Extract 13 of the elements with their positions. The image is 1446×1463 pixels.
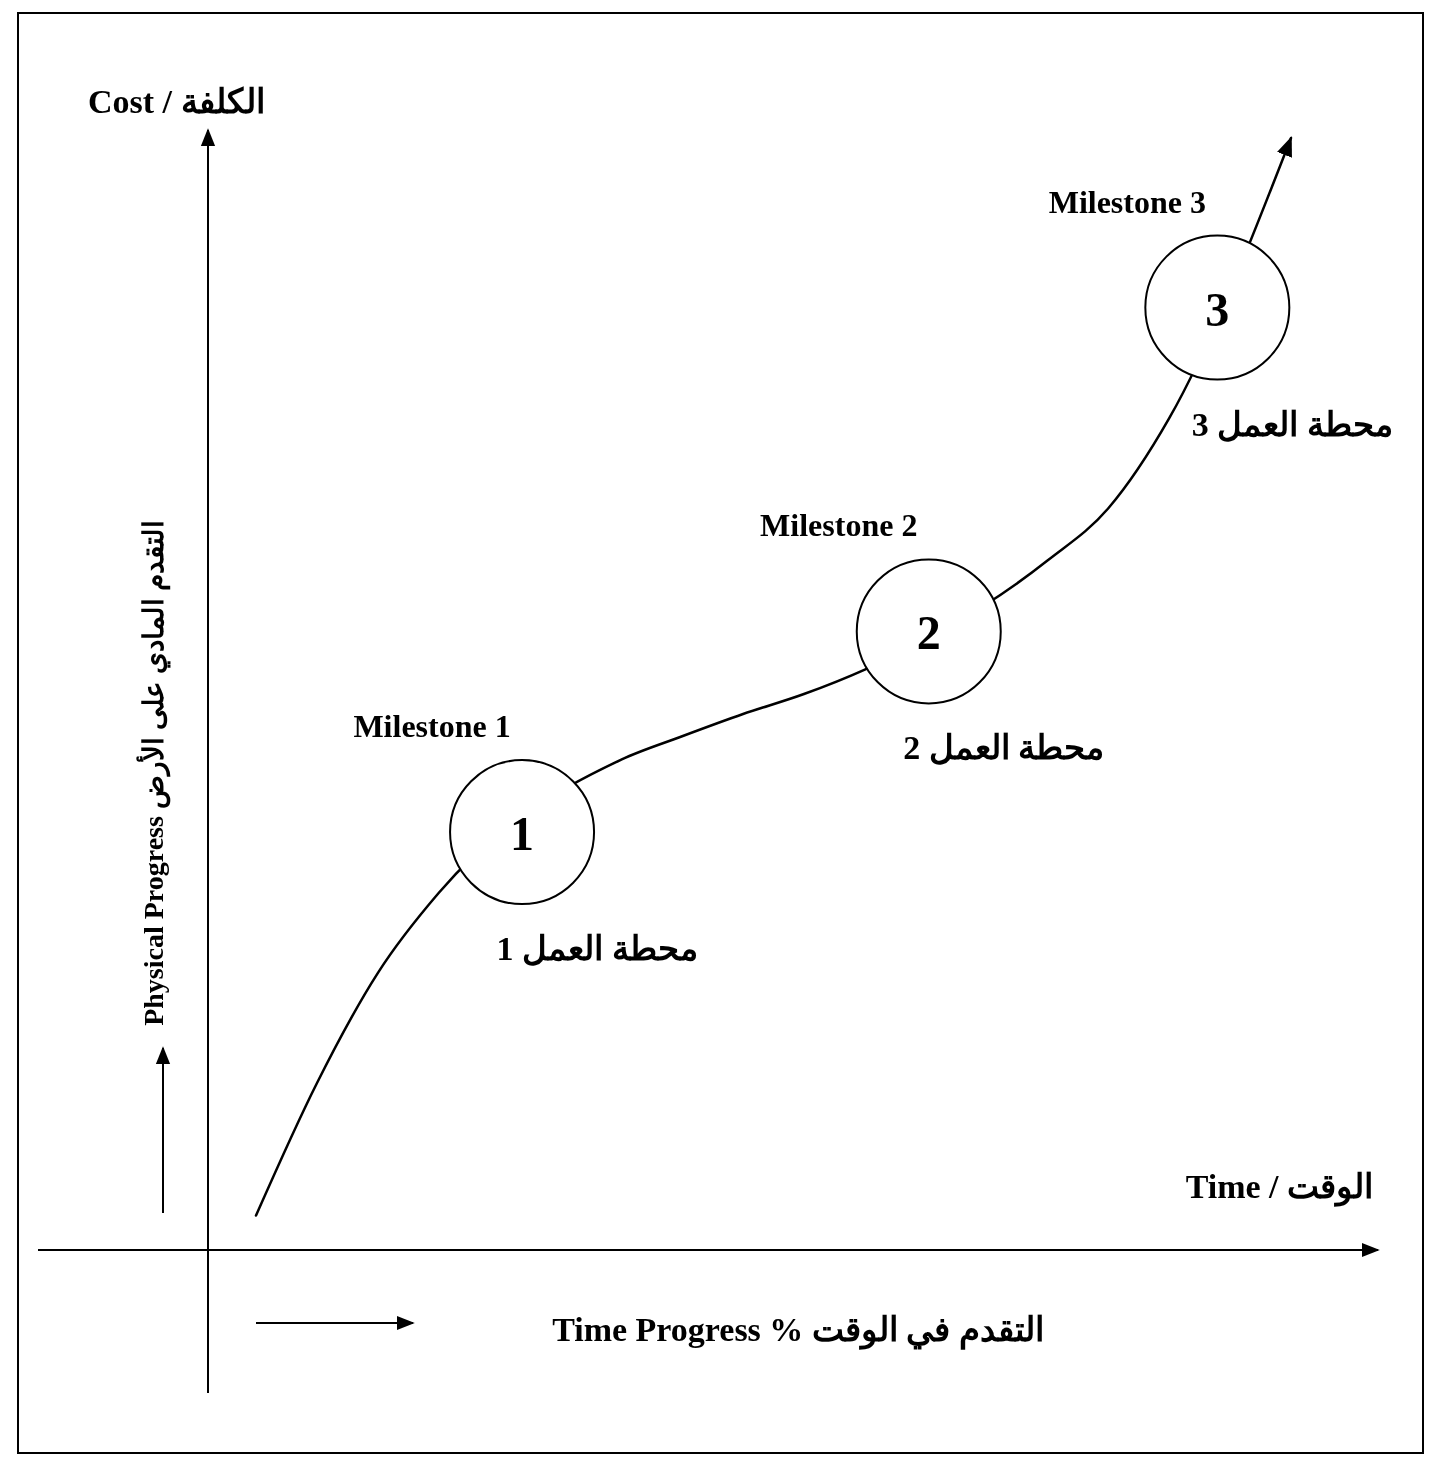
text: Physical Progress التقدم المادي على الأرض <box>136 520 171 1026</box>
y-axis-title: Cost / الكلفة <box>88 83 265 120</box>
annotation: 1 <box>510 807 535 861</box>
annotation: 2 <box>916 606 941 660</box>
annotation: Milestone 1 <box>353 708 511 745</box>
text: Time Progress % التقدم في الوقت <box>552 1311 1044 1350</box>
annotation: محطة العمل 1 <box>496 930 698 968</box>
annotation: محطة العمل 2 <box>903 729 1105 767</box>
annotation: محطة العمل 3 <box>1191 405 1393 443</box>
annotation: Milestone 3 <box>1048 183 1206 220</box>
x-axis-title: Time / الوقت <box>1185 1168 1373 1207</box>
annotation: Milestone 2 <box>760 507 918 544</box>
annotation: 3 <box>1205 282 1230 336</box>
